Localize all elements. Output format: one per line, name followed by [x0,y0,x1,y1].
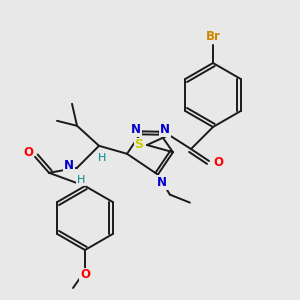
Text: H: H [77,175,85,185]
Text: N: N [64,159,74,172]
Text: N: N [131,123,141,136]
Text: O: O [213,157,223,169]
Text: S: S [134,139,143,152]
Text: N: N [160,123,170,136]
Text: Br: Br [206,31,220,44]
Text: O: O [23,146,33,159]
Text: N: N [157,176,167,189]
Text: O: O [80,268,90,281]
Text: H: H [98,153,106,163]
